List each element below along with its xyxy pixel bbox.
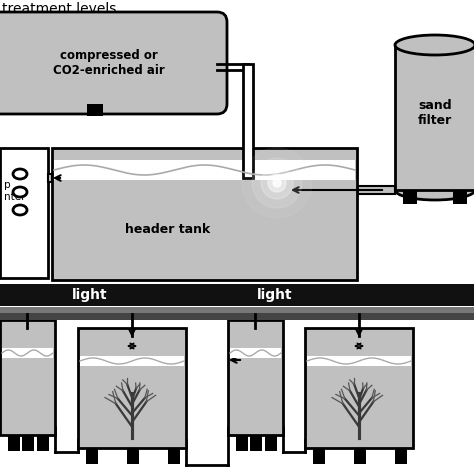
Bar	[168, 448, 180, 464]
Bar	[52, 148, 357, 280]
Text: light: light	[72, 288, 108, 302]
Bar	[313, 448, 325, 464]
Bar	[0, 307, 474, 313]
Circle shape	[252, 158, 302, 208]
Bar	[22, 435, 34, 451]
Ellipse shape	[395, 180, 474, 200]
Circle shape	[273, 179, 281, 187]
Bar	[265, 435, 277, 451]
Text: light: light	[257, 288, 293, 302]
Ellipse shape	[13, 169, 27, 179]
Bar	[8, 435, 20, 451]
Bar	[250, 435, 262, 451]
Bar	[307, 356, 411, 366]
Bar	[395, 45, 474, 190]
Ellipse shape	[13, 187, 27, 197]
Bar	[354, 448, 366, 464]
Ellipse shape	[13, 205, 27, 215]
Circle shape	[242, 148, 312, 218]
Bar	[228, 320, 283, 435]
Text: treatment levels: treatment levels	[2, 2, 117, 16]
Bar	[54, 160, 355, 180]
Circle shape	[261, 167, 293, 199]
Text: compressed or
CO2-enriched air: compressed or CO2-enriched air	[53, 49, 165, 77]
Bar	[0, 313, 474, 320]
Bar	[243, 64, 253, 178]
Bar	[0, 148, 48, 278]
Bar	[453, 190, 467, 204]
Text: p
nter: p nter	[4, 180, 26, 201]
Bar	[86, 448, 98, 464]
Bar	[87, 104, 103, 116]
Bar	[395, 448, 407, 464]
Bar	[403, 190, 417, 204]
Bar	[48, 174, 52, 182]
Bar	[0, 320, 55, 435]
Bar	[127, 448, 139, 464]
Bar	[80, 356, 184, 366]
Bar	[305, 328, 413, 448]
Text: header tank: header tank	[125, 223, 210, 237]
Ellipse shape	[395, 35, 474, 55]
Text: sand
filter: sand filter	[418, 99, 452, 127]
Bar	[236, 435, 248, 451]
Bar	[0, 284, 474, 306]
Bar	[253, 186, 395, 194]
Bar	[78, 328, 186, 448]
Circle shape	[268, 174, 286, 192]
Bar	[37, 435, 49, 451]
FancyBboxPatch shape	[0, 12, 227, 114]
Bar	[2, 348, 53, 358]
Bar	[230, 348, 281, 358]
